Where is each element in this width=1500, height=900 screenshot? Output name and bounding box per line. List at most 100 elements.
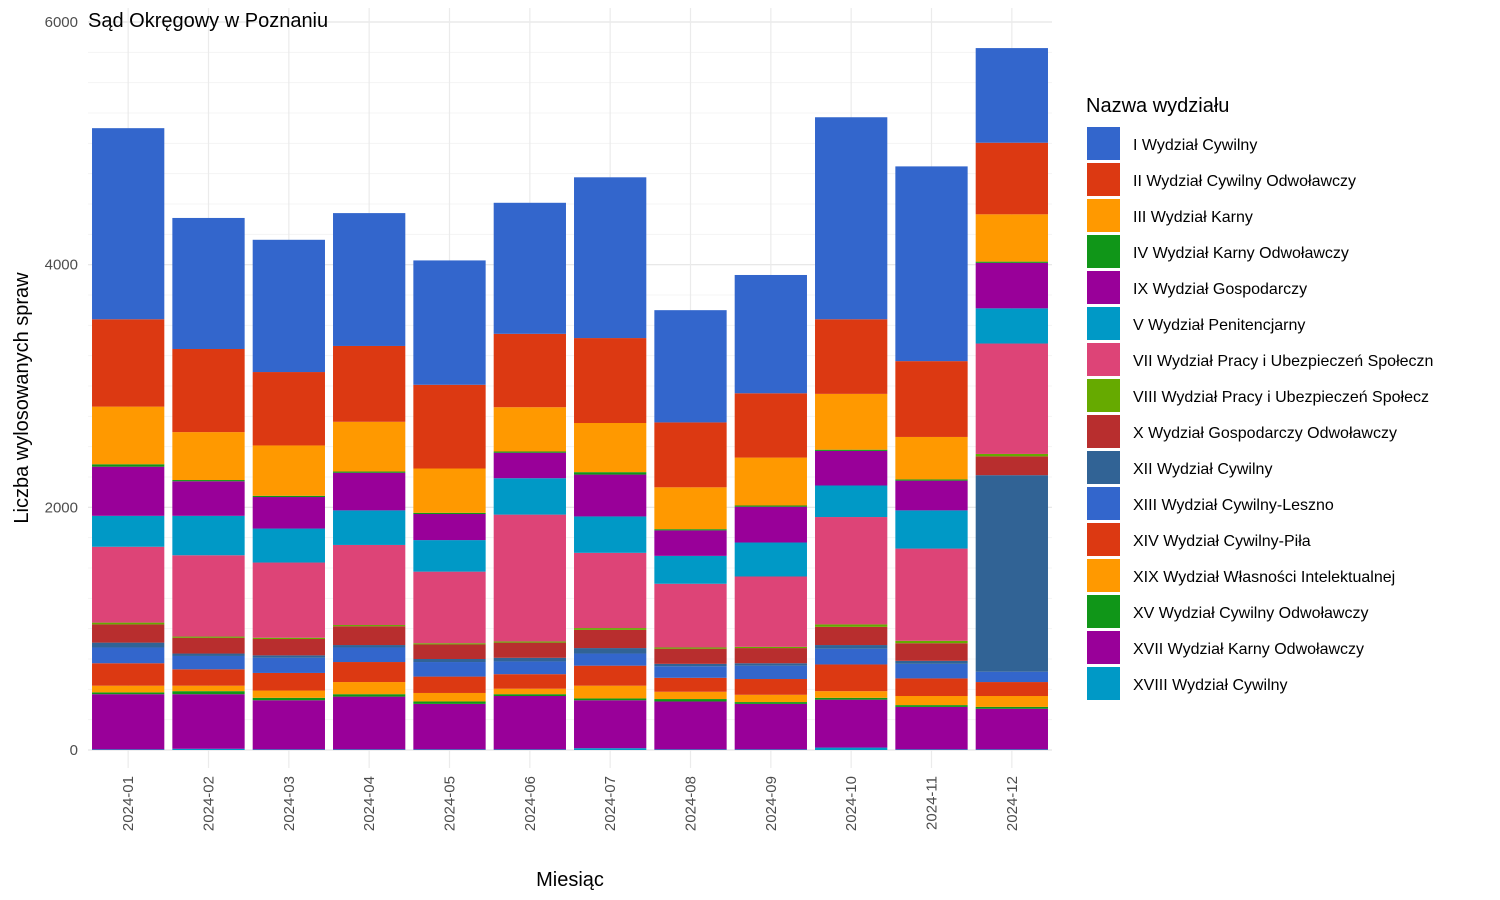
bar-segment (92, 685, 165, 693)
bar-segment (734, 749, 807, 750)
bar-segment (413, 643, 486, 645)
legend-label: XV Wydział Cywilny Odwoławczy (1133, 605, 1368, 622)
bar-segment (654, 677, 727, 692)
bar-segment (654, 691, 727, 700)
bar-segment (493, 661, 566, 675)
legend-swatch (1087, 163, 1120, 196)
bar-segment (493, 694, 566, 697)
legend-label: V Wydział Penitencjarny (1133, 317, 1305, 334)
bar-segment (975, 475, 1048, 672)
x-tick-label: 2024-10 (843, 776, 860, 831)
bar-segment (654, 583, 727, 648)
bar-segment (654, 699, 727, 702)
x-tick-label: 2024-02 (201, 776, 218, 831)
legend-swatch (1087, 523, 1120, 556)
bar-segment (92, 515, 165, 547)
bar-segment (333, 544, 406, 626)
bar-segment (815, 699, 888, 748)
bar-segment (654, 701, 727, 750)
bar-segment (734, 648, 807, 664)
bar-segment (493, 202, 566, 334)
bar-segment (493, 657, 566, 662)
bar-segment (654, 663, 727, 667)
bar-segment (895, 663, 968, 679)
bar-segment (252, 497, 325, 529)
legend-label: VII Wydział Pracy i Ubezpieczeń Społeczn (1133, 353, 1433, 370)
y-axis-title: Liczba wylosowanych spraw (11, 272, 33, 524)
bar-segment (413, 540, 486, 572)
bar-segment (815, 319, 888, 394)
bar-segment (413, 703, 486, 750)
bar-segment (815, 664, 888, 692)
bar-segment (172, 636, 245, 638)
chart-title: Sąd Okręgowy w Poznaniu (88, 10, 328, 32)
bar-segment (574, 748, 647, 750)
y-tick-label: 0 (70, 742, 78, 759)
bar-segment (734, 679, 807, 695)
bar-segment (252, 445, 325, 496)
bar-segment (574, 700, 647, 749)
bar-segment (574, 685, 647, 699)
bar-segment (815, 697, 888, 700)
x-tick-label: 2024-07 (602, 776, 619, 831)
bar-segment (252, 562, 325, 638)
x-tick-label: 2024-01 (120, 776, 137, 831)
bar-segment (493, 696, 566, 750)
x-tick-label: 2024-06 (522, 776, 539, 831)
bar-segment (92, 464, 165, 467)
bar-segment (734, 576, 807, 647)
bar-segment (895, 166, 968, 362)
bar-segment (172, 637, 245, 654)
x-tick-label: 2024-11 (924, 776, 941, 830)
legend-swatch (1087, 667, 1120, 700)
bar-segment (574, 177, 647, 339)
legend-label: XIV Wydział Cywilny-Piła (1133, 533, 1311, 550)
bar-segment (493, 452, 566, 479)
bar-segment (172, 515, 245, 556)
bar-segment (92, 694, 165, 750)
bar-segment (172, 748, 245, 750)
bar-segment (92, 319, 165, 407)
legend-label: III Wydział Karny (1133, 209, 1253, 226)
bar-segment (333, 421, 406, 472)
bar-segment (252, 372, 325, 446)
bar-segment (895, 640, 968, 644)
bar-segment (493, 641, 566, 643)
bar-segment (815, 645, 888, 649)
bar-segment (172, 432, 245, 481)
bar-segment (975, 749, 1048, 750)
x-tick-label: 2024-09 (763, 776, 780, 831)
bar-segment (975, 343, 1048, 454)
bar-segment (413, 692, 486, 702)
bar-segment (975, 708, 1048, 750)
bar-segment (895, 705, 968, 707)
y-tick-label: 6000 (45, 14, 78, 31)
legend-label: IV Wydział Karny Odwoławczy (1133, 245, 1349, 262)
bar-segment (172, 669, 245, 686)
legend-label: I Wydział Cywilny (1133, 137, 1257, 154)
bar-segment (574, 338, 647, 424)
bar-segment (895, 548, 968, 641)
bar-segment (734, 457, 807, 506)
bar-segment (895, 696, 968, 706)
bar-segment (574, 474, 647, 517)
bar-segment (413, 514, 486, 541)
legend-swatch (1087, 487, 1120, 520)
bar-segment (252, 690, 325, 698)
bar-segment (574, 653, 647, 666)
bar-segment (252, 495, 325, 498)
bar-segment (493, 688, 566, 695)
bar-segment (92, 546, 165, 623)
legend-swatch (1087, 343, 1120, 376)
bar-segment (654, 310, 727, 423)
bar-segment (493, 333, 566, 408)
bar-segment (975, 48, 1048, 143)
bar-segment (252, 638, 325, 656)
bar-segment (975, 214, 1048, 262)
bar-segment (413, 384, 486, 469)
bar-segment (734, 663, 807, 666)
bar-segment (172, 555, 245, 637)
bar-segment (574, 552, 647, 629)
bar-segment (92, 663, 165, 686)
x-tick-label: 2024-05 (442, 776, 459, 831)
